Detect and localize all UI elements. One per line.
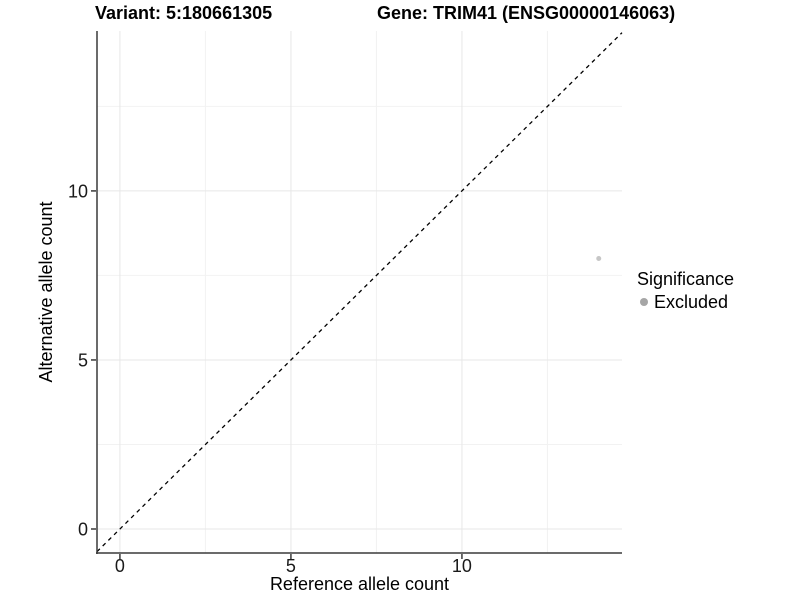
legend-title: Significance bbox=[637, 269, 735, 289]
y-tick-label: 10 bbox=[68, 181, 88, 201]
variant-title: Variant: 5:180661305 bbox=[95, 3, 273, 23]
legend-item-label: Excluded bbox=[654, 292, 729, 312]
x-tick-label: 10 bbox=[452, 556, 472, 576]
gene-title: Gene: TRIM41 (ENSG00000146063) bbox=[377, 3, 676, 23]
x-axis-title: Reference allele count bbox=[269, 574, 450, 594]
legend-item-excluded: Excluded bbox=[637, 292, 734, 312]
x-tick-label: 5 bbox=[286, 556, 296, 576]
legend: Significance Excluded bbox=[637, 268, 734, 312]
legend-dot-icon bbox=[640, 298, 648, 306]
y-tick-label: 0 bbox=[78, 519, 88, 539]
data-point bbox=[596, 256, 602, 262]
y-axis-title: Alternative allele count bbox=[36, 201, 56, 383]
y-tick-label: 5 bbox=[78, 350, 88, 370]
x-tick-label: 0 bbox=[115, 556, 125, 576]
identity-line bbox=[96, 32, 623, 553]
